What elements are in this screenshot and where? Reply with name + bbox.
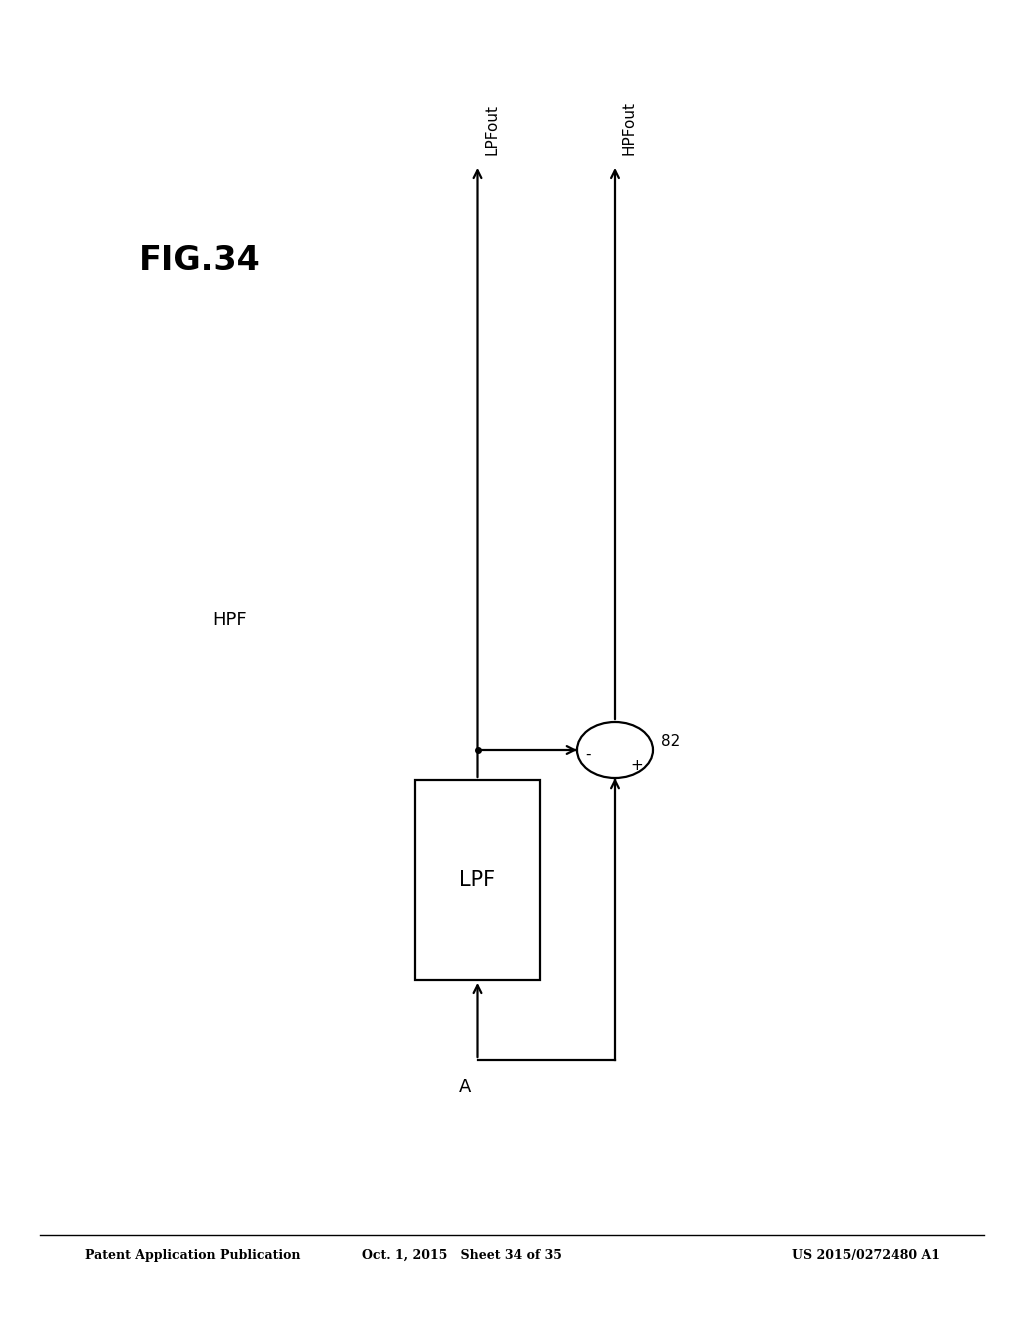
Text: Oct. 1, 2015   Sheet 34 of 35: Oct. 1, 2015 Sheet 34 of 35	[362, 1249, 562, 1262]
Bar	[415, 780, 540, 979]
Text: LPFout: LPFout	[484, 104, 499, 154]
Text: -: -	[585, 747, 591, 762]
Text: US 2015/0272480 A1: US 2015/0272480 A1	[792, 1249, 940, 1262]
Text: 82: 82	[662, 734, 680, 750]
Text: +: +	[630, 759, 643, 774]
Text: HPF: HPF	[213, 611, 248, 630]
Text: A: A	[460, 1078, 472, 1096]
Text: LPF: LPF	[460, 870, 496, 890]
Text: Patent Application Publication: Patent Application Publication	[85, 1249, 300, 1262]
Text: HPFout: HPFout	[622, 102, 637, 154]
Text: FIG.34: FIG.34	[139, 243, 261, 276]
Ellipse shape	[577, 722, 653, 777]
